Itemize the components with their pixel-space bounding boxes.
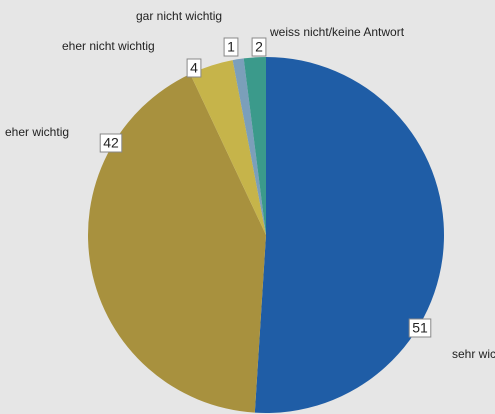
value-label: 4 — [190, 60, 198, 76]
category-label: eher nicht wichtig — [62, 39, 155, 53]
value-label-box — [251, 37, 267, 57]
pie-slice — [88, 73, 266, 413]
pie-slice — [254, 57, 445, 413]
pie-slice — [243, 57, 266, 235]
value-label: 1 — [227, 39, 235, 55]
pie-slice — [232, 58, 266, 236]
value-label-box — [223, 37, 239, 57]
value-label: 2 — [255, 39, 263, 55]
category-label: gar nicht wichtig — [136, 9, 222, 23]
category-label: eher wichtig — [5, 125, 69, 139]
category-label: sehr wichtig — [452, 347, 495, 361]
value-label: 42 — [103, 135, 119, 151]
category-label: weiss nicht/keine Antwort — [269, 25, 405, 39]
value-label-box — [186, 58, 202, 78]
value-label: 51 — [412, 320, 428, 336]
value-label-box — [408, 318, 432, 338]
value-label-box — [99, 133, 123, 153]
pie-slice — [190, 60, 266, 236]
